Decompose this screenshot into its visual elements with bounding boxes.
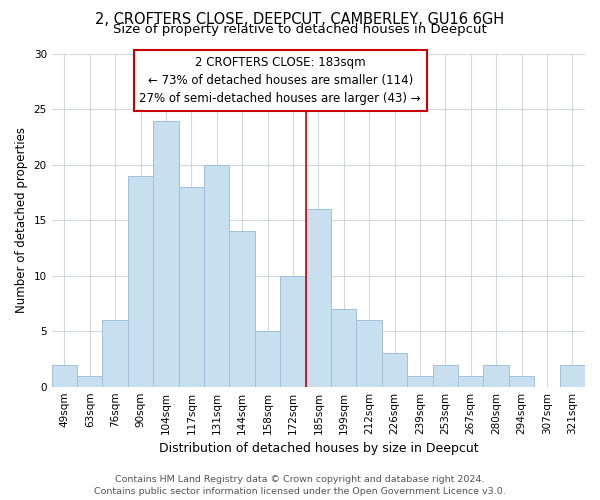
Bar <box>153 120 179 386</box>
Y-axis label: Number of detached properties: Number of detached properties <box>15 128 28 314</box>
Bar <box>484 364 509 386</box>
Text: Size of property relative to detached houses in Deepcut: Size of property relative to detached ho… <box>113 22 487 36</box>
Bar <box>382 354 407 386</box>
Bar <box>560 364 585 386</box>
Bar <box>77 376 103 386</box>
Bar <box>179 187 204 386</box>
Bar <box>280 276 305 386</box>
Bar <box>356 320 382 386</box>
Bar <box>103 320 128 386</box>
Text: 2 CROFTERS CLOSE: 183sqm
← 73% of detached houses are smaller (114)
27% of semi-: 2 CROFTERS CLOSE: 183sqm ← 73% of detach… <box>139 56 421 105</box>
Bar <box>407 376 433 386</box>
Bar <box>229 232 255 386</box>
Bar <box>433 364 458 386</box>
Bar <box>509 376 534 386</box>
Bar <box>255 331 280 386</box>
Bar <box>204 165 229 386</box>
Bar <box>128 176 153 386</box>
Bar <box>52 364 77 386</box>
Bar <box>331 309 356 386</box>
Bar <box>305 210 331 386</box>
Text: Contains HM Land Registry data © Crown copyright and database right 2024.
Contai: Contains HM Land Registry data © Crown c… <box>94 474 506 496</box>
X-axis label: Distribution of detached houses by size in Deepcut: Distribution of detached houses by size … <box>158 442 478 455</box>
Bar <box>458 376 484 386</box>
Text: 2, CROFTERS CLOSE, DEEPCUT, CAMBERLEY, GU16 6GH: 2, CROFTERS CLOSE, DEEPCUT, CAMBERLEY, G… <box>95 12 505 26</box>
